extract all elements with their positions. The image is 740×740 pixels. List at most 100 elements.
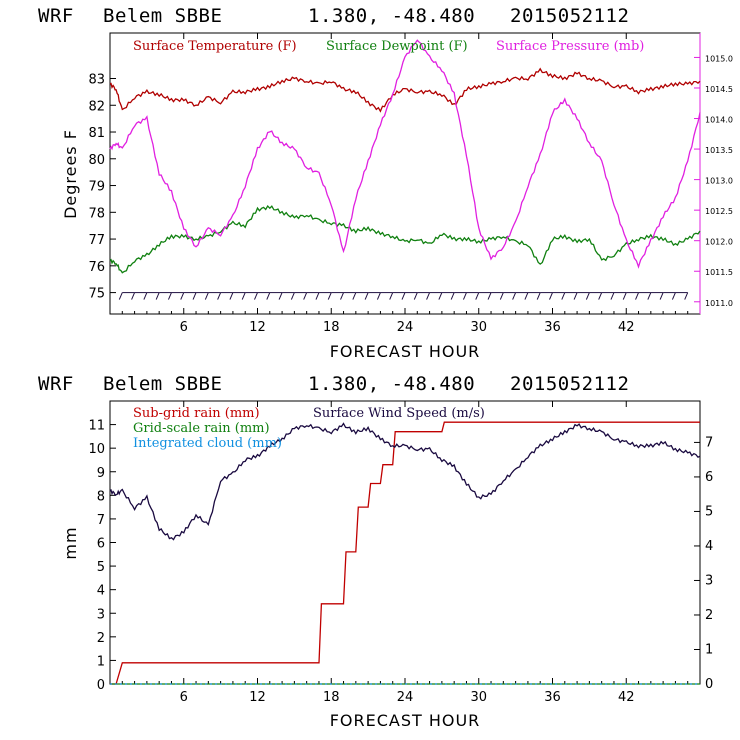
right-y-tick-label: 1011.0	[705, 299, 733, 308]
bottom-header: WRF Belem SBBE 1.380, -48.480 2015052112	[38, 373, 629, 395]
legend-gridscale-rain: Grid-scale rain (mm)	[133, 421, 270, 436]
bottom-header-model: WRF	[38, 373, 74, 395]
x-tick-label: 6	[180, 690, 188, 705]
legend-integrated-cloud: Integrated cloud (mm)	[133, 436, 282, 451]
wind-barb	[684, 292, 689, 300]
x-tick-label: 6	[180, 320, 188, 335]
x-tick-label: 24	[397, 320, 414, 335]
legend-temperature: Surface Temperature (F)	[133, 39, 297, 54]
y-tick-label: 8	[97, 489, 105, 504]
series-line-surface-wind-speed-m-s	[109, 422, 701, 541]
top-series-lines	[109, 39, 701, 274]
x-tick-label: 36	[544, 690, 561, 705]
right-y-tick-label: 7	[705, 435, 713, 450]
right-y-tick-label: 6	[705, 470, 713, 485]
bottom-y-axis-label: mm	[61, 526, 80, 559]
x-tick-label: 18	[323, 320, 340, 335]
wind-barb	[610, 292, 615, 300]
right-y-tick-label: 1013.5	[705, 146, 733, 155]
x-tick-label: 12	[249, 320, 266, 335]
wind-barb	[635, 292, 640, 300]
top-header-model: WRF	[38, 5, 74, 27]
wind-barb	[278, 292, 283, 300]
top-legend: Surface Temperature (F) Surface Dewpoint…	[133, 39, 644, 54]
legend-pressure: Surface Pressure (mb)	[496, 39, 644, 54]
x-tick-label: 42	[618, 690, 635, 705]
bottom-legend: Sub-grid rain (mm) Grid-scale rain (mm) …	[133, 406, 485, 451]
top-x-ticks: 6 12 18 24 30 36 42	[121, 33, 689, 335]
wind-barb	[229, 292, 234, 300]
top-x-axis-label: FORECAST HOUR	[330, 342, 481, 361]
series-line-surface-temperature-f	[109, 67, 701, 113]
wind-barb	[561, 292, 566, 300]
wind-barb	[290, 292, 295, 300]
x-tick-label: 18	[323, 690, 340, 705]
wind-barb	[340, 292, 345, 300]
wind-barb	[524, 292, 529, 300]
bottom-header-coords: 1.380, -48.480	[308, 373, 475, 395]
wind-barb	[671, 292, 676, 300]
y-tick-label: 3	[97, 607, 105, 622]
top-header-coords: 1.380, -48.480	[308, 5, 475, 27]
top-header-run: 2015052112	[510, 5, 629, 27]
wind-barb	[450, 292, 455, 300]
y-tick-label: 10	[88, 442, 105, 457]
series-line-surface-dewpoint-f	[109, 205, 701, 274]
wind-barb	[204, 292, 209, 300]
y-tick-label: 7	[97, 513, 105, 528]
wind-barb	[217, 292, 222, 300]
y-tick-label: 81	[88, 126, 105, 141]
series-line-surface-pressure-mb	[109, 39, 701, 269]
wind-barb	[143, 292, 148, 300]
legend-subgrid-rain: Sub-grid rain (mm)	[133, 406, 260, 421]
wind-barb	[180, 292, 185, 300]
wind-barb	[364, 292, 369, 300]
y-tick-label: 9	[97, 466, 105, 481]
bottom-series-lines	[109, 421, 701, 685]
wind-barb	[254, 292, 258, 300]
wind-barb	[376, 292, 381, 300]
wind-barb	[155, 292, 160, 300]
y-tick-label: 76	[88, 260, 105, 275]
right-y-tick-label: 1011.5	[705, 268, 733, 277]
wind-barb	[536, 292, 541, 300]
top-header-location: Belem SBBE	[103, 5, 222, 27]
bottom-header-location: Belem SBBE	[103, 373, 222, 395]
wind-barb	[131, 292, 136, 300]
y-tick-label: 6	[97, 537, 105, 552]
wind-barb	[303, 292, 308, 300]
top-y-axis-label: Degrees F	[61, 129, 80, 219]
wind-barb	[585, 292, 590, 300]
wind-barb	[352, 292, 357, 300]
wind-barb	[315, 292, 320, 300]
wind-barb	[499, 292, 504, 300]
y-tick-label: 11	[88, 419, 105, 434]
wind-barb	[647, 292, 652, 300]
wind-barb	[573, 292, 578, 300]
wind-barb	[241, 292, 246, 300]
y-tick-label: 0	[97, 678, 105, 693]
wind-barb	[192, 292, 197, 300]
wind-barb	[327, 292, 332, 300]
bottom-x-axis-label: FORECAST HOUR	[330, 711, 481, 730]
wind-barbs	[118, 292, 689, 300]
right-y-tick-label: 1015.0	[705, 54, 733, 63]
right-y-tick-label: 1014.0	[705, 116, 733, 125]
y-tick-label: 75	[88, 287, 105, 302]
top-y-ticks: 75 76 77 78 79 80 81 82 83	[88, 72, 116, 302]
wind-barb	[462, 292, 467, 300]
y-tick-label: 80	[88, 153, 105, 168]
wind-barb	[413, 292, 418, 300]
wind-barb	[487, 292, 492, 300]
legend-wind-speed: Surface Wind Speed (m/s)	[313, 406, 485, 421]
right-y-tick-label: 4	[705, 539, 713, 554]
wind-barb	[438, 292, 443, 300]
bottom-right-y-ticks: 0 1 2 3 4 5 6 7	[694, 435, 713, 692]
wind-barb	[118, 292, 123, 300]
y-tick-label: 82	[88, 99, 105, 114]
y-tick-label: 78	[88, 206, 105, 221]
